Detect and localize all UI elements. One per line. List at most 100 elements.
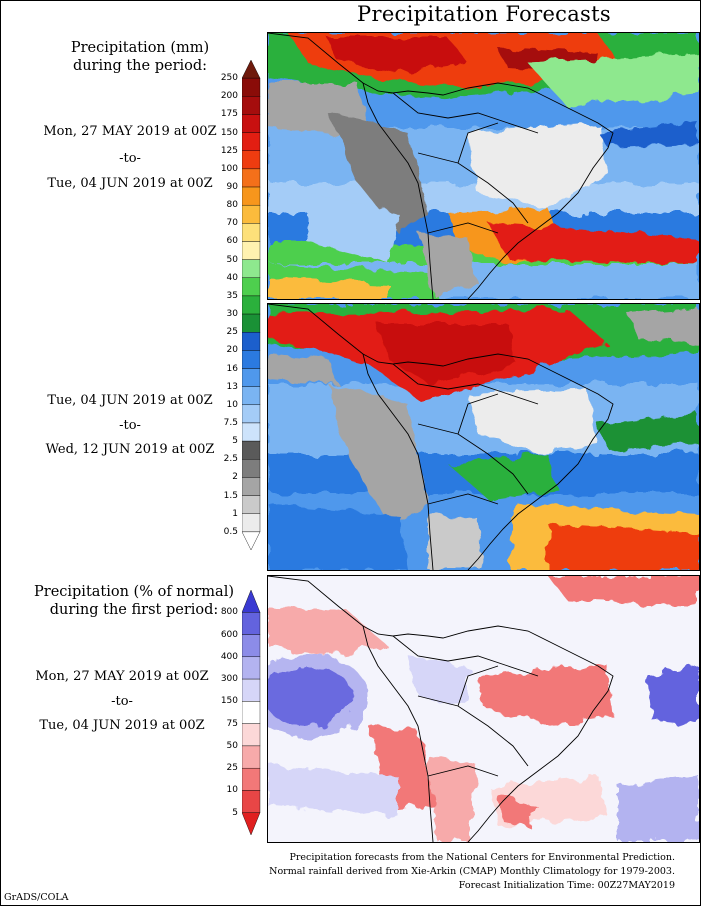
mm_scale-tick-label: 0.5 xyxy=(223,526,238,537)
mm-heading: Precipitation (mm) during the period: xyxy=(40,39,240,75)
mm_scale-color-swatch xyxy=(241,531,261,551)
mm_scale-color-swatch xyxy=(241,350,261,369)
mm-colorbar-graphic xyxy=(241,59,261,551)
mm_scale-color-swatch xyxy=(241,404,261,424)
pct-period-separator: -to- xyxy=(111,694,133,709)
mm_scale-tick-label: 30 xyxy=(226,309,238,320)
mm_scale-color-swatch xyxy=(241,513,261,533)
mm_scale-tick-label: 60 xyxy=(226,236,238,247)
mm_scale-tick-label: 125 xyxy=(220,145,238,156)
mm_scale-tick-label: 1.5 xyxy=(223,490,238,501)
pct_scale-color-swatch xyxy=(241,790,261,813)
mm_scale-tick-label: 200 xyxy=(220,91,238,102)
mm_scale-color-swatch xyxy=(241,422,261,442)
mm_scale-color-swatch xyxy=(241,440,261,460)
pct_scale-color-swatch xyxy=(241,656,261,680)
mm_scale-color-swatch xyxy=(241,368,261,387)
pct_scale-color-swatch xyxy=(241,745,261,769)
mm_scale-color-swatch xyxy=(241,277,261,297)
mm_scale-tick-label: 7.5 xyxy=(223,417,238,428)
pct-colorbar xyxy=(241,589,264,839)
mm_scale-color-swatch xyxy=(241,204,261,224)
footer-line1: Precipitation forecasts from the Nationa… xyxy=(289,852,676,863)
pct_scale-tick-label: 800 xyxy=(220,607,238,618)
pct_scale-color-swatch xyxy=(241,723,261,747)
mm_scale-color-swatch xyxy=(241,186,261,206)
mm_scale-color-swatch xyxy=(241,132,261,151)
mm_scale-color-swatch xyxy=(241,241,261,260)
mm_scale-tick-label: 2.5 xyxy=(223,454,238,465)
page-title: Precipitation Forecasts xyxy=(357,2,611,26)
period1-end: Tue, 04 JUN 2019 at 00Z xyxy=(47,176,213,191)
pct_scale-color-swatch xyxy=(241,634,261,658)
forecast-map-period1 xyxy=(267,32,700,300)
pct_scale-tick-label: 25 xyxy=(226,763,238,774)
pct_scale-color-swatch xyxy=(241,589,261,613)
pct_scale-color-swatch xyxy=(241,812,261,836)
mm_scale-color-swatch xyxy=(241,150,261,170)
pct_scale-tick-label: 600 xyxy=(220,629,238,640)
mm_scale-tick-label: 80 xyxy=(226,200,238,211)
mm_scale-color-swatch xyxy=(241,332,261,351)
pct-heading-line1: Precipitation (% of normal) xyxy=(34,584,234,600)
mm-heading-line1: Precipitation (mm) xyxy=(70,40,210,56)
pct-colorbar-graphic xyxy=(241,589,261,836)
mm_scale-color-swatch xyxy=(241,223,261,242)
period2-start: Tue, 04 JUN 2019 at 00Z xyxy=(47,393,213,408)
grads-credit: GrADS/COLA xyxy=(4,892,69,903)
mm_scale-tick-label: 150 xyxy=(220,127,238,138)
pct_scale-tick-label: 5 xyxy=(232,807,238,818)
mm_scale-color-swatch xyxy=(241,495,261,514)
mm_scale-tick-label: 5 xyxy=(232,436,238,447)
forecast-map-period2 xyxy=(267,303,700,571)
mm_scale-color-swatch xyxy=(241,295,261,315)
mm-colorbar xyxy=(241,59,264,554)
mm_scale-tick-label: 50 xyxy=(226,254,238,265)
mm_scale-color-swatch xyxy=(241,477,261,496)
period1-separator: -to- xyxy=(119,151,141,166)
mm_scale-color-swatch xyxy=(241,313,261,333)
mm_scale-tick-label: 20 xyxy=(226,345,238,356)
pct_scale-color-swatch xyxy=(241,767,261,791)
mm_scale-tick-label: 250 xyxy=(220,73,238,84)
mm_scale-color-swatch xyxy=(241,386,261,406)
mm_scale-color-swatch xyxy=(241,459,261,478)
pct_scale-tick-label: 150 xyxy=(220,696,238,707)
pct_scale-tick-label: 400 xyxy=(220,651,238,662)
footer-line3: Forecast Initialization Time: 00Z27MAY20… xyxy=(458,880,675,891)
pct-heading-line2: during the first period: xyxy=(49,602,219,618)
mm-colorbar-ticks: 250 200 175 150 125 100 90 80 70 60 50 40 35 30 25 20 16… xyxy=(196,60,238,550)
mm_scale-color-swatch xyxy=(241,168,261,188)
mm_scale-color-swatch xyxy=(241,96,261,115)
footer-notes: Precipitation forecasts from the Nationa… xyxy=(269,851,675,893)
mm_scale-tick-label: 70 xyxy=(226,218,238,229)
pct_scale-tick-label: 75 xyxy=(226,718,238,729)
mm_scale-tick-label: 175 xyxy=(220,109,238,120)
mm_scale-color-swatch xyxy=(241,114,261,133)
mm_scale-color-swatch xyxy=(241,59,261,79)
mm_scale-tick-label: 1 xyxy=(232,508,238,519)
mm_scale-tick-label: 40 xyxy=(226,272,238,283)
pct_scale-tick-label: 300 xyxy=(220,674,238,685)
pct-colorbar-ticks: 800 600 400 300 150 75 50 25 10 5 xyxy=(196,590,238,835)
footer-line2: Normal rainfall derived from Xie-Arkin (… xyxy=(269,866,675,877)
mm_scale-tick-label: 16 xyxy=(226,363,238,374)
pct-period-end: Tue, 04 JUN 2019 at 00Z xyxy=(39,718,205,733)
mm_scale-tick-label: 13 xyxy=(226,381,238,392)
mm_scale-tick-label: 25 xyxy=(226,327,238,338)
mm_scale-tick-label: 90 xyxy=(226,182,238,193)
pct_scale-color-swatch xyxy=(241,612,261,635)
mm_scale-color-swatch xyxy=(241,259,261,278)
pct_scale-tick-label: 10 xyxy=(226,785,238,796)
mm_scale-tick-label: 2 xyxy=(232,472,238,483)
pct_scale-tick-label: 50 xyxy=(226,740,238,751)
pct-heading: Precipitation (% of normal) during the f… xyxy=(24,583,244,619)
mm_scale-tick-label: 35 xyxy=(226,290,238,301)
period2-end: Wed, 12 JUN 2019 at 00Z xyxy=(45,442,215,457)
pct_scale-color-swatch xyxy=(241,678,261,702)
mm-heading-line2: during the period: xyxy=(72,58,208,74)
mm_scale-tick-label: 10 xyxy=(226,399,238,410)
pct-period-start: Mon, 27 MAY 2019 at 00Z xyxy=(35,669,209,684)
mm_scale-color-swatch xyxy=(241,77,261,97)
period1-start: Mon, 27 MAY 2019 at 00Z xyxy=(43,124,217,139)
